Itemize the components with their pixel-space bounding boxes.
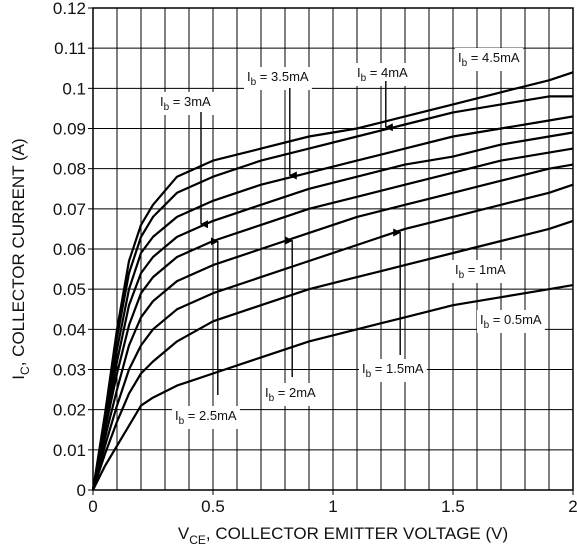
y-tick-label: 0.09 — [53, 120, 86, 139]
y-tick-label: 0.04 — [53, 320, 86, 339]
series-line-ib-9 — [91, 71, 574, 491]
y-axis-title: IC, COLLECTOR CURRENT (A) — [9, 138, 32, 379]
y-tick-label: 0.01 — [53, 441, 86, 460]
x-tick-label: 2 — [568, 497, 577, 516]
y-tick-label: 0.08 — [53, 160, 86, 179]
curve-label-background — [455, 48, 523, 71]
curve-label-background — [354, 63, 412, 86]
curve-label-background — [244, 67, 312, 90]
series-line-ib-8 — [91, 95, 573, 491]
series-line-ib-3 — [91, 183, 574, 491]
series-lines — [91, 71, 574, 491]
curve-label-background — [359, 359, 427, 382]
curve-label-1-5ma: Ib = 1.5mA — [359, 228, 427, 382]
annotations: Ib = 4.5mA Ib = 4mA Ib = 3.5mA Ib = 3mA Ib =… — [157, 48, 545, 429]
y-tick-label: 0.11 — [54, 39, 86, 58]
x-tick-label: 1 — [328, 497, 337, 516]
y-tick-label: 0.12 — [53, 0, 86, 18]
curve-label-background — [452, 260, 510, 283]
curve-label-3-5ma: Ib = 3.5mA — [244, 67, 312, 180]
y-tick-label: 0.06 — [53, 240, 86, 259]
x-axis-title: VCE, COLLECTOR EMITTER VOLTAGE (V) — [178, 524, 508, 547]
axis-labels: 0 0.5 1 1.5 2 0 0.01 0.02 0.03 0.04 0.05 0.06 0.07 0.… — [9, 0, 577, 547]
curve-label-text: Ib = 3.5mA — [247, 69, 309, 88]
curve-label-background — [172, 406, 240, 429]
y-tick-label: 0.1 — [62, 79, 86, 98]
curve-label-1ma: Ib = 1mA — [452, 260, 510, 283]
curve-label-text: Ib = 4.5mA — [458, 50, 520, 69]
curve-label-0-5ma: Ib = 0.5mA — [477, 310, 545, 333]
curve-label-2-5ma: Ib = 2.5mA — [172, 237, 240, 429]
curve-label-3ma: Ib = 3mA — [157, 92, 215, 229]
x-tick-label: 1.5 — [441, 497, 465, 516]
y-tick-label: 0.07 — [53, 200, 86, 219]
y-tick-label: 0.02 — [53, 401, 86, 420]
series-line-ib-1 — [92, 284, 574, 491]
curve-label-2ma: Ib = 2mA — [262, 236, 320, 406]
y-tick-label: 0 — [77, 481, 86, 500]
curve-label-background — [262, 383, 320, 406]
curve-label-4-5ma: Ib = 4.5mA — [455, 48, 523, 71]
axes — [88, 7, 574, 495]
curve-label-text: Ib = 4mA — [357, 65, 408, 84]
x-tick-label: 0 — [88, 497, 97, 516]
series-line-ib-4 — [91, 163, 574, 491]
series-line-ib-5 — [91, 147, 574, 491]
curve-label-background — [157, 92, 215, 115]
series-line-ib-6 — [91, 131, 574, 491]
series-line-ib-7 — [91, 115, 574, 491]
curve-label-background — [477, 310, 545, 333]
curve-label-text: Ib = 1mA — [455, 262, 506, 281]
x-tick-label: 0.5 — [201, 497, 225, 516]
curve-label-text: Ib = 3mA — [160, 94, 211, 113]
grid — [92, 7, 574, 491]
y-tick-label: 0.05 — [53, 280, 86, 299]
curve-label-text: Ib = 0.5mA — [480, 312, 542, 331]
series-line-ib-2 — [91, 219, 574, 491]
y-tick-label: 0.03 — [53, 361, 86, 380]
curve-label-text: Ib = 1.5mA — [362, 361, 424, 380]
curve-label-4ma: Ib = 4mA — [354, 63, 412, 132]
curve-label-text: Ib = 2.5mA — [175, 408, 237, 427]
curve-label-text: Ib = 2mA — [265, 385, 316, 404]
